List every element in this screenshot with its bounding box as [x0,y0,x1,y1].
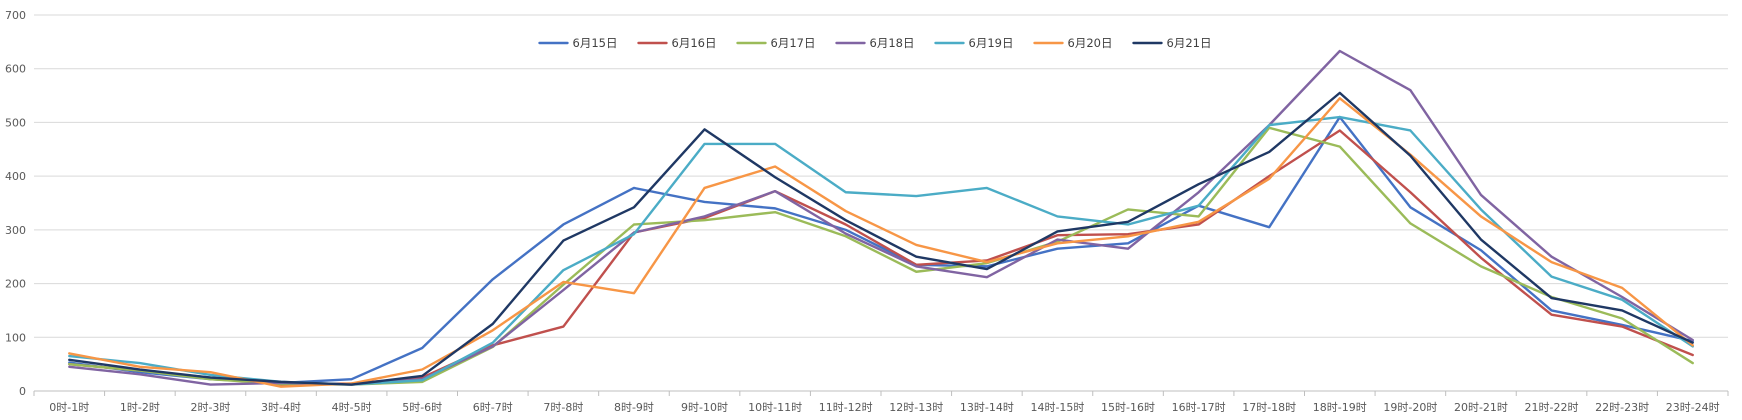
legend-item: 6月20日 [1033,36,1113,50]
series-line-2 [68,129,1694,386]
series-lines [68,49,1694,388]
y-tick-label: 600 [5,63,26,76]
legend-label: 6月15日 [573,36,618,50]
legend-label: 6月19日 [969,36,1014,50]
x-tick-label: 11时-12时 [819,401,873,414]
y-tick-label: 0 [19,385,26,398]
y-tick-label: 400 [5,170,26,183]
x-tick-label: 23时-24时 [1666,401,1720,414]
legend-item: 6月15日 [538,36,618,50]
legend-label: 6月17日 [771,36,816,50]
x-tick-label: 14时-15时 [1030,401,1084,414]
x-tick-label: 2时-3时 [190,401,230,414]
legend-item: 6月16日 [637,36,717,50]
series-line-4 [68,49,1694,386]
x-axis: 0时-1时 1时-2时 2时-3时 3时-4时 4时-5时 5时-6时 6时-7时 7时-8时… [33,390,1729,414]
legend-label: 6月20日 [1068,36,1113,50]
x-tick-label: 1时-2时 [120,401,160,414]
x-tick-label: 17时-18时 [1242,401,1296,414]
y-tick-label: 300 [5,224,26,237]
legend-item: 6月21日 [1132,36,1212,50]
x-tick-label: 18时-19时 [1313,401,1367,414]
series-line-1 [68,115,1694,385]
y-tick-label: 700 [5,9,26,22]
x-tick-label: 16时-17时 [1172,401,1226,414]
x-tick-label: 13时-14时 [960,401,1014,414]
x-tick-label: 7时-8时 [543,401,583,414]
x-tick-label: 4时-5时 [332,401,372,414]
x-tick-label: 12时-13时 [889,401,943,414]
x-tick-label: 10时-11时 [748,401,802,414]
legend-item: 6月18日 [835,36,915,50]
x-tick-label: 22时-23时 [1595,401,1649,414]
y-tick-label: 100 [5,331,26,344]
legend-item: 6月19日 [934,36,1014,50]
x-tick-label: 8时-9时 [614,401,654,414]
legend-label: 6月16日 [672,36,717,50]
series-line-3 [68,126,1694,386]
legend: 6月15日 6月16日 6月17日 6月18日 6月19日 6月20日 6月21日 [538,36,1212,50]
gridlines [34,14,1728,338]
x-tick-label: 19时-20时 [1383,401,1437,414]
x-tick-label: 20时-21时 [1454,401,1508,414]
x-tick-label: 9时-10时 [681,401,728,414]
y-tick-label: 500 [5,116,26,129]
series-line-7 [68,91,1694,386]
series-line-6 [68,97,1694,388]
x-tick-label: 3时-4时 [261,401,301,414]
legend-label: 6月21日 [1167,36,1212,50]
x-tick-label: 5时-6时 [402,401,442,414]
y-tick-label: 200 [5,278,26,291]
y-axis: 0 100 200 300 400 500 600 700 [5,9,26,398]
x-tick-label: 0时-1时 [49,401,89,414]
x-tick-label: 15时-16时 [1101,401,1155,414]
legend-label: 6月18日 [870,36,915,50]
x-tick-label: 6时-7时 [473,401,513,414]
legend-item: 6月17日 [736,36,816,50]
x-tick-label: 21时-22时 [1525,401,1579,414]
